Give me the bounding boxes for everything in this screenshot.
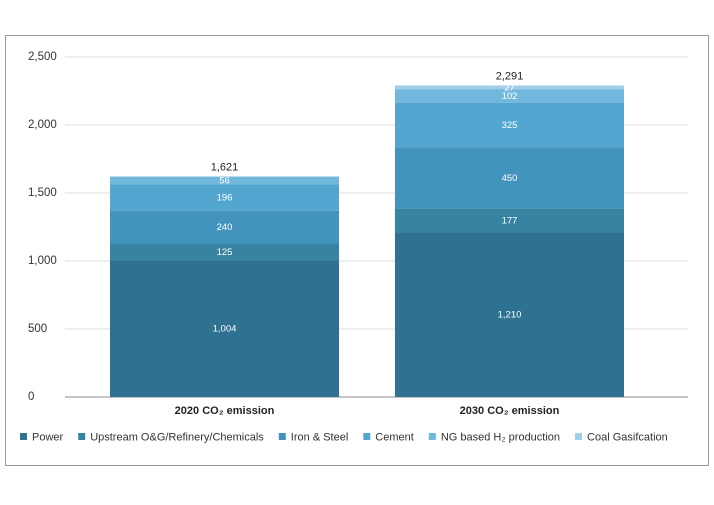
legend-label: Coal Gasifcation <box>587 431 668 443</box>
data-label: 102 <box>502 91 518 102</box>
legend-label: Power <box>32 431 64 443</box>
data-label: 325 <box>502 120 518 131</box>
legend-marker <box>20 433 27 440</box>
data-label: 240 <box>217 222 233 233</box>
legend-marker <box>278 433 286 440</box>
bar-segment <box>110 184 339 211</box>
legend-label: Cement <box>375 431 414 443</box>
data-label: 177 <box>502 215 518 226</box>
data-label: 196 <box>217 193 233 204</box>
data-label: 1,004 <box>213 324 237 335</box>
bar-segment <box>110 210 339 244</box>
bar-segment <box>395 232 624 397</box>
bar-segment <box>395 208 624 233</box>
total-label: 1,621 <box>211 161 239 173</box>
bar-segment <box>395 89 624 103</box>
y-tick-label: 1,000 <box>28 255 57 267</box>
legend-marker <box>575 433 583 440</box>
legend-label: Upstream O&G/Refinery/Chemicals <box>90 431 264 443</box>
bar-segment <box>395 85 624 90</box>
data-label: 1,210 <box>498 310 522 321</box>
legend-label: Iron & Steel <box>291 431 348 443</box>
x-tick-label: 2020 CO₂ emission <box>175 405 275 417</box>
data-label: 27 <box>504 82 515 93</box>
legend-marker <box>363 433 371 440</box>
total-label: 2,291 <box>496 70 524 82</box>
legend-marker <box>428 433 436 440</box>
bar-segment <box>110 176 339 185</box>
data-label: 125 <box>217 247 233 258</box>
bar-segment <box>110 260 339 397</box>
y-tick-label: 2,500 <box>28 51 57 63</box>
data-label: 450 <box>502 173 518 184</box>
y-tick-label: 0 <box>28 391 34 403</box>
bar-segment <box>395 147 624 209</box>
x-tick-label: 2030 CO₂ emission <box>460 405 560 417</box>
legend-marker <box>78 433 86 440</box>
legend-label: NG based H₂ production <box>441 431 560 443</box>
data-label: 56 <box>219 175 230 186</box>
y-tick-label: 500 <box>28 323 47 335</box>
y-tick-label: 2,000 <box>28 119 57 131</box>
bar-segment <box>110 243 339 261</box>
y-tick-label: 1,500 <box>28 187 57 199</box>
bar-segment <box>395 102 624 148</box>
